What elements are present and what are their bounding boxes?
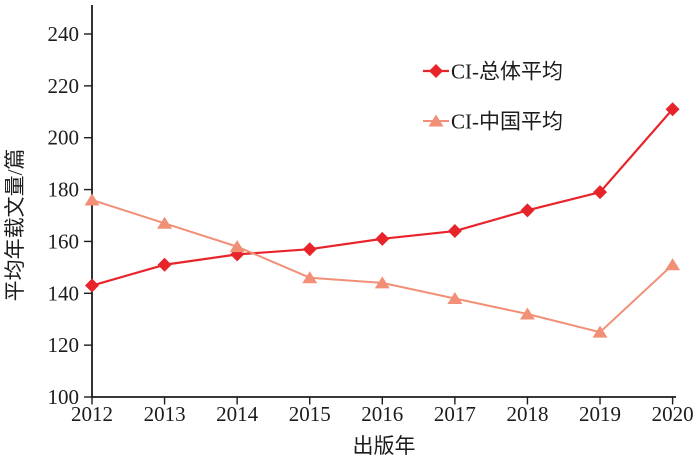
series-0-line — [91, 108, 674, 287]
diamond-marker-icon — [520, 203, 535, 218]
axes: 100 120 140 160 180 200 220 240 2012 2013 2014 2015… — [48, 5, 694, 426]
triangle-marker-icon — [447, 291, 463, 304]
x-tick-label: 2020 — [652, 402, 694, 426]
triangle-marker-icon — [519, 307, 535, 320]
triangle-marker-icon — [592, 325, 608, 338]
y-tick-label: 120 — [48, 333, 80, 357]
diamond-marker-icon — [665, 102, 680, 117]
legend-item: CI-总体平均 — [423, 60, 563, 84]
legend: CI-总体平均 CI-中国平均 — [423, 60, 563, 134]
diamond-marker-icon — [447, 224, 462, 239]
legend-triangle-icon — [428, 114, 444, 127]
triangle-marker-icon — [302, 271, 318, 284]
legend-item: CI-中国平均 — [423, 110, 563, 134]
legend-label: CI-总体平均 — [451, 60, 563, 84]
triangle-marker-icon — [374, 276, 390, 289]
y-tick-label: 240 — [48, 22, 80, 46]
y-tick-label: 180 — [48, 178, 80, 202]
diamond-marker-icon — [302, 242, 317, 257]
y-tick-label: 160 — [48, 229, 80, 253]
legend-label: CI-中国平均 — [451, 110, 563, 134]
x-axis-title: 出版年 — [353, 434, 416, 458]
x-tick-label: 2014 — [216, 402, 259, 426]
y-tick-label: 200 — [48, 126, 80, 150]
y-tick-label: 140 — [48, 281, 80, 305]
triangle-marker-icon — [157, 216, 173, 229]
x-tick-label: 2016 — [361, 402, 403, 426]
diamond-marker-icon — [593, 185, 608, 200]
series-0 — [85, 102, 680, 293]
legend-diamond-icon — [429, 64, 443, 78]
diamond-marker-icon — [375, 231, 390, 246]
x-tick-label: 2018 — [506, 402, 548, 426]
series-1-line — [91, 198, 674, 334]
x-tick-label: 2013 — [144, 402, 186, 426]
triangle-marker-icon — [84, 193, 100, 206]
x-tick-label: 2017 — [434, 402, 476, 426]
y-axis-title: 平均年载文量/篇 — [3, 149, 27, 302]
x-tick-label: 2012 — [71, 402, 113, 426]
diamond-marker-icon — [85, 278, 99, 293]
x-tick-label: 2015 — [289, 402, 331, 426]
diamond-marker-icon — [157, 257, 172, 272]
series-1 — [84, 193, 681, 338]
triangle-marker-icon — [229, 240, 245, 253]
x-tick-label: 2019 — [579, 402, 621, 426]
triangle-marker-icon — [665, 258, 681, 271]
y-tick-label: 220 — [48, 74, 80, 98]
y-tick-label: 100 — [48, 385, 80, 409]
